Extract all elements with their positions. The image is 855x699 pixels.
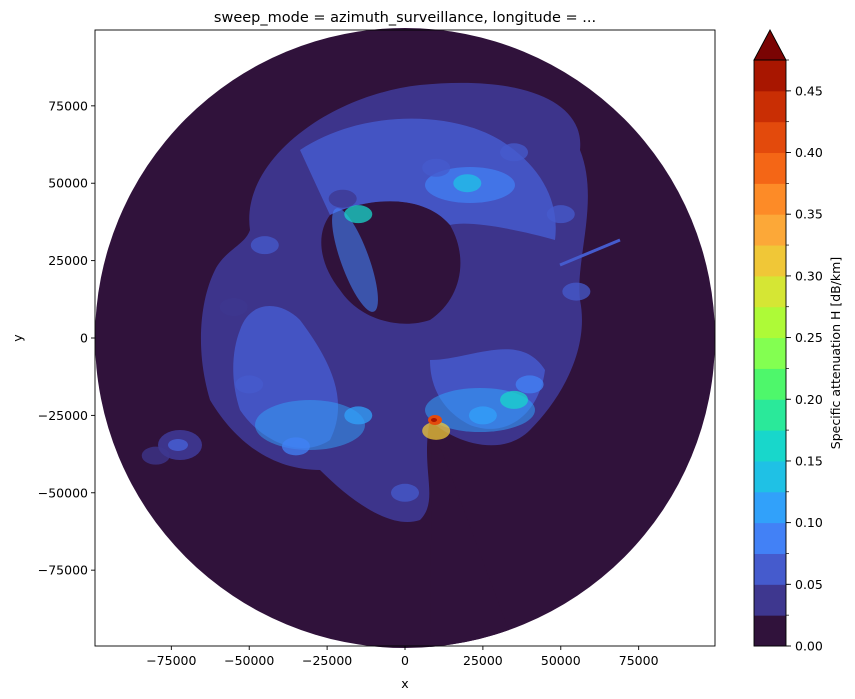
colorbar-frame [753, 59, 787, 647]
colorbar-band [754, 152, 786, 184]
y-axis-label: y [10, 334, 25, 342]
x-tick-label: 25000 [463, 653, 503, 668]
colorbar-band [754, 491, 786, 524]
echo-mark-11 [219, 298, 248, 317]
x-axis-label: x [401, 676, 408, 691]
colorbar-band [754, 584, 786, 616]
echo-mark-4 [562, 282, 591, 301]
colorbar-tick-label: 0.45 [795, 83, 823, 98]
colorbar-tick-label: 0.20 [795, 392, 823, 407]
colorbar-band [754, 121, 786, 154]
x-tick-label: 0 [401, 653, 409, 668]
colorbar-tick-label: 0.25 [795, 330, 823, 345]
x-tick-label: −25000 [302, 653, 352, 668]
echo-cluster-southwest [255, 400, 365, 450]
y-tick-label: −50000 [38, 485, 88, 500]
colorbar-band [754, 615, 786, 647]
echo-cluster-far-west-core [168, 439, 188, 451]
x-tick-label: 50000 [541, 653, 581, 668]
colorbar-band [754, 553, 786, 585]
colorbar-band [754, 60, 786, 92]
echo-mark-16 [344, 205, 373, 224]
colorbar-tick-label: 0.40 [795, 145, 823, 160]
colorbar-extend-arrow [753, 29, 787, 61]
x-tick-label: −75000 [146, 653, 196, 668]
colorbar: 0.00 0.05 0.10 0.15 0.20 0.25 0.30 0.35 0.40 0.45 [753, 29, 823, 654]
colorbar-band [754, 337, 786, 369]
beam-blockage-wedge [430, 425, 520, 648]
x-tick-label: −50000 [224, 653, 274, 668]
precipitation-echo-layer [141, 82, 621, 648]
echo-mark-2 [500, 143, 529, 162]
colorbar-band [754, 245, 786, 277]
y-tick-label: −25000 [38, 408, 88, 423]
colorbar-tick-label: 0.15 [795, 453, 823, 468]
radar-image [95, 28, 715, 648]
colorbar-band [754, 522, 786, 554]
colorbar-band [754, 214, 786, 246]
echo-mark-14 [391, 483, 419, 502]
echo-mark-3 [546, 205, 575, 224]
colorbar-band [754, 306, 786, 339]
colorbar-band [754, 275, 786, 308]
y-tick-label: 50000 [48, 176, 88, 191]
echo-mark-9 [281, 437, 310, 456]
chart-title: sweep_mode = azimuth_surveillance, longi… [214, 10, 596, 26]
y-tick-label: −75000 [38, 563, 88, 578]
y-axis: 75000 50000 25000 0 −25000 −50000 −75000 [38, 98, 95, 578]
y-tick-label: 75000 [48, 98, 88, 113]
echo-mark-5 [515, 375, 544, 394]
echo-mark-10 [235, 375, 264, 394]
echo-mark-12 [250, 236, 279, 255]
echo-mark-17 [500, 390, 529, 409]
colorbar-tick-label: 0.05 [795, 577, 823, 592]
clutter-streak [559, 238, 621, 267]
echo-mark-7 [422, 421, 451, 440]
colorbar-band [754, 460, 786, 493]
echo-mark-6 [468, 406, 497, 425]
colorbar-label: Specific attenuation H [dB/km] [828, 257, 843, 449]
echo-mark-8 [344, 406, 373, 425]
strong-echo-core-inner [431, 418, 437, 422]
echo-mark-15 [453, 174, 482, 193]
echo-mark-0 [328, 189, 357, 208]
colorbar-band [754, 399, 786, 431]
colorbar-tick-label: 0.10 [795, 515, 823, 530]
colorbar-tick-label: 0.30 [795, 268, 823, 283]
colorbar-band [754, 368, 786, 400]
echo-cluster-band [332, 208, 378, 312]
x-axis: −75000 −50000 −25000 0 25000 50000 75000 [146, 646, 659, 668]
y-tick-label: 25000 [48, 253, 88, 268]
colorbar-tick-label: 0.00 [795, 639, 823, 654]
echo-value-marks [141, 143, 591, 502]
colorbar-tick-label: 0.35 [795, 207, 823, 222]
echo-mark-13 [141, 446, 170, 465]
echo-mark-1 [422, 158, 451, 177]
y-tick-label: 0 [80, 331, 88, 346]
colorbar-band [754, 183, 786, 215]
x-tick-label: 75000 [619, 653, 659, 668]
colorbar-band [754, 90, 786, 123]
colorbar-band [754, 430, 786, 462]
